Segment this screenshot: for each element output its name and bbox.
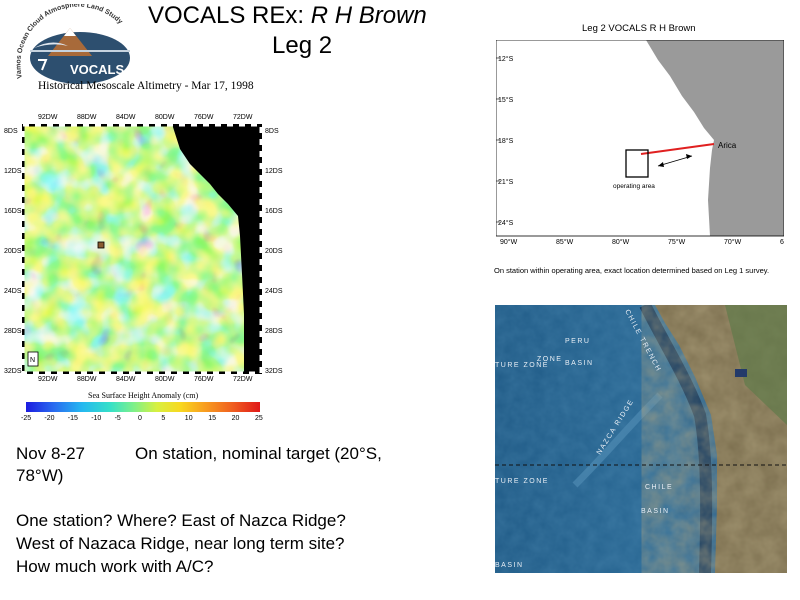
leg2-lon-tick: 75°W	[668, 238, 686, 246]
altimetry-lat-tick: 16DS	[4, 208, 22, 215]
slide-subtitle: Leg 2	[272, 32, 333, 59]
lake-titicaca	[735, 369, 747, 377]
altimetry-frame	[22, 124, 262, 374]
leg2-lon-tick: 80°W	[612, 238, 630, 246]
leg2-lat-tick: 18°S	[498, 137, 514, 145]
svg-text:N: N	[30, 357, 35, 364]
altimetry-lat-tick: 8DS	[265, 128, 279, 135]
altimetry-lon-tick: 84DW	[116, 376, 136, 383]
altimetry-lon-tick: 92DW	[38, 114, 58, 121]
leg2-caption: On station within operating area, exact …	[494, 266, 770, 275]
logo-name: VOCALS	[70, 62, 125, 77]
altimetry-lon-tick: 88DW	[77, 114, 97, 121]
operating-area-label: operating area	[613, 183, 655, 190]
leg2-lon-tick: 90°W	[500, 238, 518, 246]
altimetry-lat-tick: 24DS	[4, 288, 22, 295]
altimetry-lat-tick: 12DS	[265, 168, 283, 175]
bathymetry-image: PERU ZONE BASIN NAZCA RIDGE CHILE TRENCH…	[495, 305, 787, 573]
altimetry-lon-tick: 72DW	[233, 376, 253, 383]
label-zone-1: ZONE	[537, 356, 562, 363]
label-peru: PERU	[565, 338, 590, 345]
colorbar-tick: -15	[67, 415, 78, 422]
colorbar-tick: -20	[44, 415, 55, 422]
colorbar-tick: 20	[231, 415, 240, 422]
altimetry-title: Historical Mesoscale Altimetry - Mar 17,…	[38, 80, 254, 92]
label-fracture-zone-2: TURE ZONE	[495, 478, 549, 485]
altimetry-map: N	[22, 124, 262, 374]
colorbar	[26, 402, 260, 412]
altimetry-lat-tick: 8DS	[4, 128, 18, 135]
notes-station-line1: On station, nominal target (20°S,	[135, 444, 382, 463]
altimetry-lat-tick: 20DS	[4, 248, 22, 255]
label-chile: CHILE	[645, 484, 673, 491]
colorbar-tick: 0	[138, 415, 142, 422]
altimetry-lon-tick: 80DW	[155, 114, 175, 121]
double-arrow-icon	[657, 154, 693, 167]
altimetry-lon-tick: 76DW	[194, 376, 214, 383]
colorbar-tick: 5	[161, 415, 166, 422]
altimetry-lon-tick: 92DW	[38, 376, 58, 383]
colorbar-tick: 15	[208, 415, 216, 422]
title-main: VOCALS REx:	[148, 2, 305, 29]
leg2-map: 12°S 15°S 18°S 21°S 24°S 90°W 85°W 80°W 75°W 70°…	[496, 40, 784, 246]
north-arrow-icon: N	[27, 351, 39, 367]
target-site-marker	[97, 241, 105, 249]
altimetry-lat-tick: 28DS	[4, 328, 22, 335]
altimetry-lat-tick: 32DS	[4, 368, 22, 375]
label-basin-2: BASIN	[641, 508, 670, 515]
leg2-lat-tick: 24°S	[498, 219, 514, 227]
operating-area-box	[625, 149, 649, 178]
colorbar-tick: -10	[91, 415, 102, 422]
altimetry-lat-tick: 16DS	[265, 208, 283, 215]
leg2-track	[640, 143, 715, 155]
altimetry-lat-tick: 12DS	[4, 168, 22, 175]
leg2-lon-tick: 85°W	[556, 238, 574, 246]
leg2-lat-tick: 21°S	[498, 178, 514, 186]
notes-dates: Nov 8-27	[16, 444, 85, 463]
altimetry-lon-tick: 80DW	[155, 376, 175, 383]
vocals-logo: Vamos Ocean Cloud Atmosphere Land Study …	[15, 4, 130, 84]
slide-title: VOCALS REx: R H Brown	[148, 2, 427, 30]
label-basin-1: BASIN	[565, 360, 594, 367]
altimetry-lon-tick: 72DW	[233, 114, 253, 121]
arica-label: Arica	[718, 141, 737, 150]
colorbar-title: Sea Surface Height Anomaly (cm)	[88, 391, 199, 400]
notes-question-2: West of Nazaca Ridge, near long term sit…	[16, 534, 345, 553]
colorbar-tick: -25	[21, 415, 32, 422]
altimetry-lat-tick: 28DS	[265, 328, 283, 335]
notes-station-line2: 78°W)	[16, 466, 64, 485]
notes-question-3: How much work with A/C?	[16, 557, 214, 576]
label-fracture-zone-1: TURE ZONE	[495, 362, 549, 369]
leg2-lon-ticks: 90°W 85°W 80°W 75°W 70°W 65°W	[500, 238, 784, 246]
altimetry-lon-tick: 84DW	[116, 114, 136, 121]
leg2-lon-tick: 65°W	[780, 238, 784, 246]
colorbar-tick: 10	[184, 415, 193, 422]
altimetry-lat-tick: 24DS	[265, 288, 283, 295]
notes-question-1: One station? Where? East of Nazca Ridge?	[16, 511, 346, 530]
leg2-lon-tick: 70°W	[724, 238, 742, 246]
leg2-lat-tick: 15°S	[498, 96, 514, 104]
title-ship: R H Brown	[310, 2, 427, 29]
altimetry-lat-tick: 32DS	[265, 368, 283, 375]
label-basin-3: BASIN	[495, 562, 524, 569]
leg2-lat-tick: 12°S	[498, 55, 514, 63]
colorbar-tick: 25	[255, 415, 263, 422]
colorbar-tick: -5	[114, 415, 121, 422]
leg2-map-title: Leg 2 VOCALS R H Brown	[582, 23, 696, 34]
altimetry-lon-tick: 76DW	[194, 114, 214, 121]
leg2-lat-ticks: 12°S 15°S 18°S 21°S 24°S	[496, 55, 514, 227]
altimetry-lat-tick: 20DS	[265, 248, 283, 255]
altimetry-lon-tick: 88DW	[77, 376, 97, 383]
